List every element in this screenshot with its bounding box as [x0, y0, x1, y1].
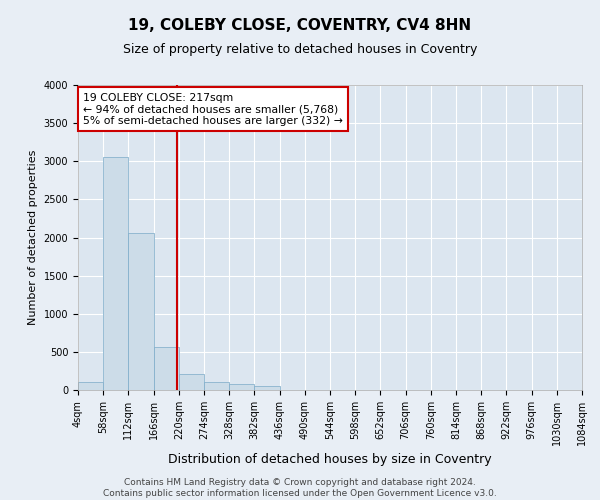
Bar — [103, 156, 128, 390]
Y-axis label: Number of detached properties: Number of detached properties — [28, 150, 38, 325]
Bar — [204, 382, 229, 390]
Bar — [229, 384, 254, 390]
Text: 19 COLEBY CLOSE: 217sqm
← 94% of detached houses are smaller (5,768)
5% of semi-: 19 COLEBY CLOSE: 217sqm ← 94% of detache… — [83, 92, 343, 126]
X-axis label: Distribution of detached houses by size in Coventry: Distribution of detached houses by size … — [168, 454, 492, 466]
Text: Size of property relative to detached houses in Coventry: Size of property relative to detached ho… — [123, 42, 477, 56]
Bar — [128, 233, 154, 390]
Text: 19, COLEBY CLOSE, COVENTRY, CV4 8HN: 19, COLEBY CLOSE, COVENTRY, CV4 8HN — [128, 18, 472, 32]
Bar — [254, 386, 280, 390]
Bar — [179, 374, 204, 390]
Bar — [154, 348, 179, 390]
Text: Contains HM Land Registry data © Crown copyright and database right 2024.
Contai: Contains HM Land Registry data © Crown c… — [103, 478, 497, 498]
Bar — [78, 382, 103, 390]
